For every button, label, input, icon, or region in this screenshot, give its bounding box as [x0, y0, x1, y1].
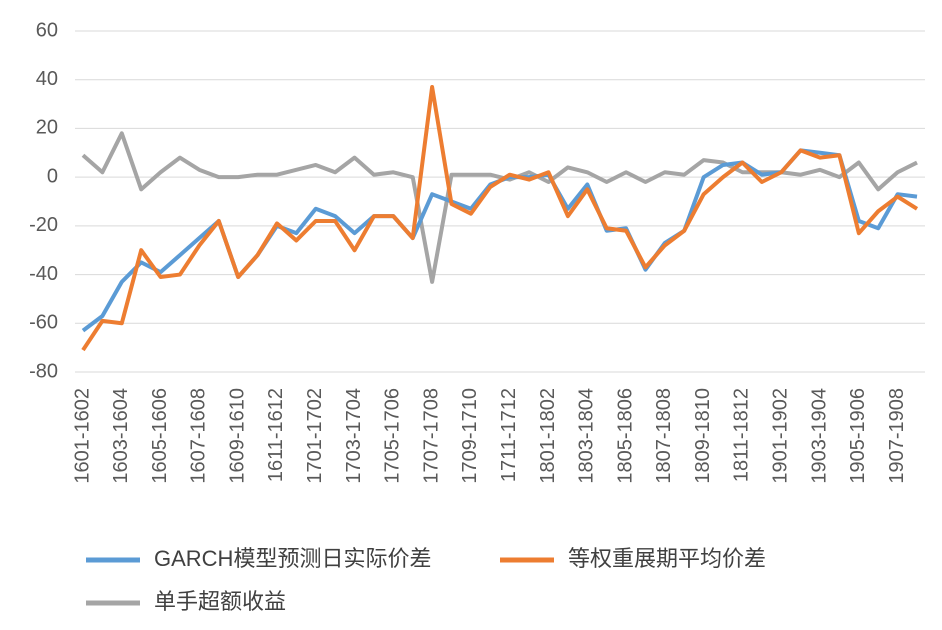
y-tick-label: -40 — [29, 263, 58, 285]
x-tick-label: 1805-1806 — [614, 388, 636, 484]
y-tick-label: -80 — [29, 360, 58, 382]
series-line — [81, 131, 918, 284]
x-tick-label: 1811-1812 — [731, 388, 753, 482]
x-tick-label: 1807-1808 — [653, 388, 675, 484]
legend-text: 单手超额收益 — [154, 589, 286, 614]
y-tick-label: 40 — [36, 68, 58, 90]
y-tick-label: 20 — [36, 117, 58, 139]
x-tick-label: 1607-1608 — [188, 388, 210, 484]
x-tick-label: 1709-1710 — [459, 388, 481, 484]
x-tick-label: 1703-1704 — [343, 388, 365, 484]
x-tick-label: 1611-1612 — [265, 388, 287, 482]
legend-text: GARCH模型预测日实际价差 — [154, 546, 431, 571]
series-line — [81, 85, 919, 352]
y-tick-label: 0 — [47, 165, 58, 187]
x-tick-label: 1601-1602 — [71, 388, 93, 484]
x-tick-label: 1801-1802 — [537, 388, 559, 484]
x-tick-label: 1905-1906 — [847, 388, 869, 484]
legend-text: 等权重展期平均价差 — [568, 546, 766, 571]
x-tick-label: 1701-1702 — [304, 388, 326, 484]
x-tick-label: 1707-1708 — [420, 388, 442, 484]
x-tick-label: 1907-1908 — [886, 388, 908, 484]
x-tick-label: 1603-1604 — [110, 388, 132, 484]
y-tick-label: -60 — [29, 312, 58, 334]
y-tick-label: 60 — [36, 19, 58, 41]
x-tick-label: 1903-1904 — [808, 388, 830, 484]
x-tick-label: 1705-1706 — [382, 388, 404, 484]
x-tick-label: 1901-1902 — [770, 388, 792, 484]
x-tick-label: 1803-1804 — [576, 388, 598, 484]
x-tick-label: 1605-1606 — [149, 388, 171, 484]
x-tick-label: 1711-1712 — [498, 388, 520, 482]
x-tick-label: 1809-1810 — [692, 388, 714, 484]
x-tick-label: 1609-1610 — [226, 388, 248, 484]
y-tick-label: -20 — [29, 214, 58, 236]
